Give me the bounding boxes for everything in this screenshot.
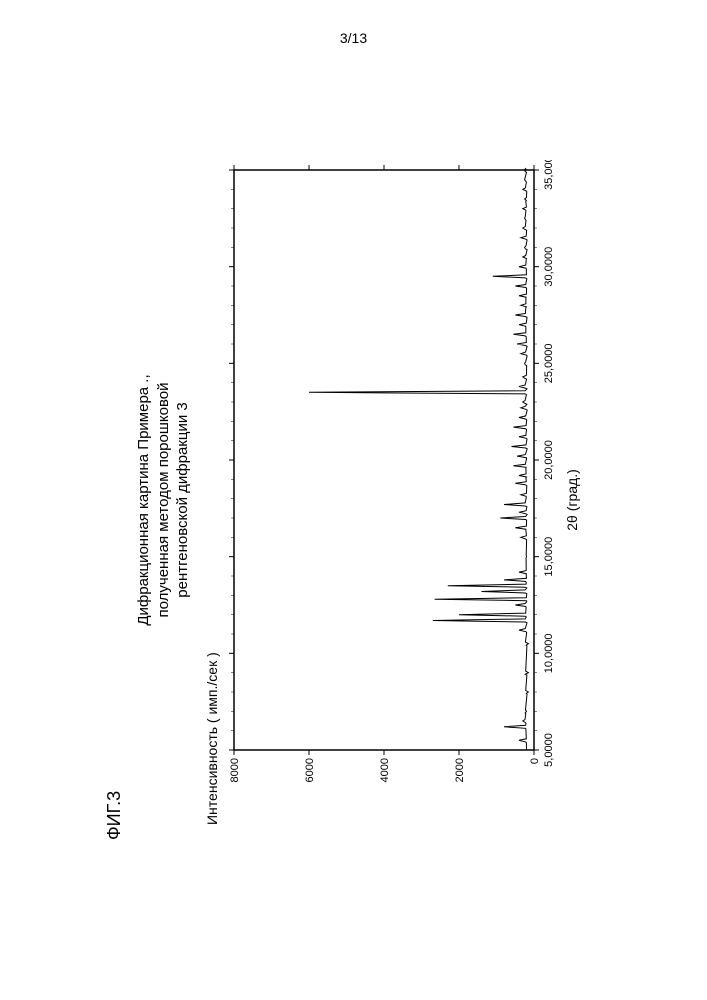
svg-text:4000: 4000: [379, 758, 391, 782]
figure-label: ФИГ.3: [104, 791, 125, 840]
svg-text:20,0000: 20,0000: [543, 440, 555, 480]
svg-text:35,0000: 35,0000: [543, 160, 555, 190]
svg-text:6000: 6000: [304, 758, 316, 782]
svg-text:25,0000: 25,0000: [543, 343, 555, 383]
svg-text:2000: 2000: [454, 758, 466, 782]
svg-text:15,0000: 15,0000: [543, 537, 555, 577]
svg-text:10,0000: 10,0000: [543, 633, 555, 673]
chart-plot-area: 020004000600080005,000010,000015,000020,…: [224, 200, 544, 800]
svg-text:8000: 8000: [229, 758, 241, 782]
svg-text:0: 0: [529, 758, 541, 764]
svg-text:5,0000: 5,0000: [543, 733, 555, 767]
x-axis-label: 2θ (град.): [564, 469, 580, 531]
xrd-chart: 0 2000 4000 6000 8000 5,0000 10,0000 15,0000 20,…: [224, 160, 564, 800]
title-line-2: полученная методом порошковой: [153, 374, 173, 625]
svg-text:30,0000: 30,0000: [543, 247, 555, 287]
y-axis-label: Интенсивность ( имп./сек ): [204, 652, 220, 825]
title-line-1: Дифракционная картина Примера .,: [134, 374, 154, 625]
page-number: 3/13: [340, 30, 367, 46]
figure-container: ФИГ.3 Дифракционная картина Примера ., п…: [104, 140, 604, 860]
title-line-3: рентгеновской дифракции 3: [173, 374, 193, 625]
chart-title: Дифракционная картина Примера ., получен…: [134, 374, 193, 625]
